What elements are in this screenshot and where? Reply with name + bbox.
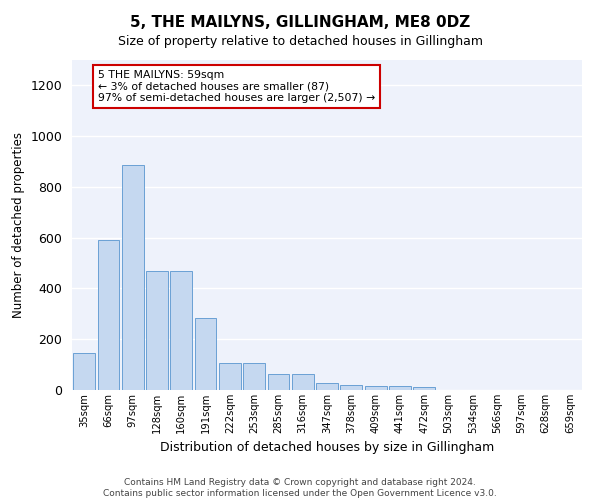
Bar <box>219 364 241 390</box>
Bar <box>170 270 192 390</box>
Bar <box>340 385 362 390</box>
Bar <box>122 166 143 390</box>
Bar <box>316 383 338 390</box>
Y-axis label: Number of detached properties: Number of detached properties <box>12 132 25 318</box>
Bar <box>413 388 435 390</box>
Bar <box>146 270 168 390</box>
Bar <box>194 318 217 390</box>
Bar <box>292 374 314 390</box>
Bar <box>73 353 95 390</box>
Bar <box>389 386 411 390</box>
Text: 5 THE MAILYNS: 59sqm
← 3% of detached houses are smaller (87)
97% of semi-detach: 5 THE MAILYNS: 59sqm ← 3% of detached ho… <box>97 70 375 103</box>
Bar <box>365 386 386 390</box>
Text: Size of property relative to detached houses in Gillingham: Size of property relative to detached ho… <box>118 35 482 48</box>
Bar <box>97 240 119 390</box>
X-axis label: Distribution of detached houses by size in Gillingham: Distribution of detached houses by size … <box>160 442 494 454</box>
Text: Contains HM Land Registry data © Crown copyright and database right 2024.
Contai: Contains HM Land Registry data © Crown c… <box>103 478 497 498</box>
Bar <box>243 364 265 390</box>
Text: 5, THE MAILYNS, GILLINGHAM, ME8 0DZ: 5, THE MAILYNS, GILLINGHAM, ME8 0DZ <box>130 15 470 30</box>
Bar <box>268 374 289 390</box>
